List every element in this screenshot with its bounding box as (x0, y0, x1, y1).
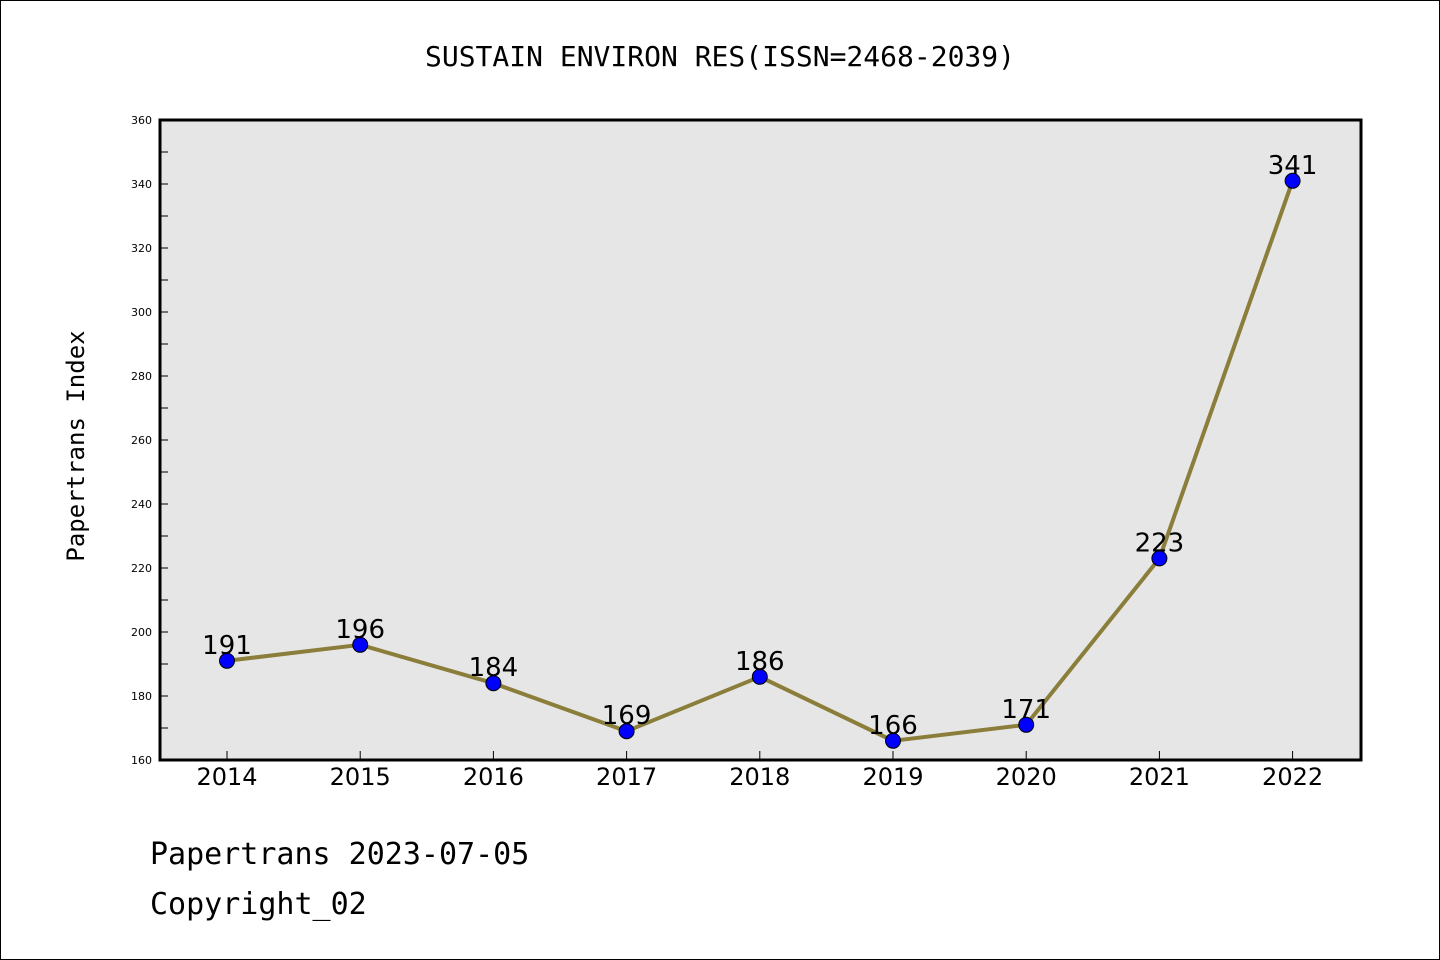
x-tick-label: 2020 (996, 763, 1057, 791)
y-tick-label: 160 (131, 754, 152, 767)
x-tick-label: 2017 (596, 763, 657, 791)
y-tick-label: 360 (131, 114, 152, 127)
x-tick-label: 2018 (729, 763, 790, 791)
y-tick-label: 240 (131, 498, 152, 511)
data-label: 191 (202, 631, 252, 661)
x-tick-label: 2015 (330, 763, 391, 791)
chart-title: SUSTAIN ENVIRON RES(ISSN=2468-2039) (425, 40, 1015, 73)
y-tick-label: 280 (131, 370, 152, 383)
data-point (885, 732, 901, 749)
data-label: 166 (868, 711, 918, 741)
x-tick-label: 2016 (463, 763, 524, 791)
x-tick-label: 2014 (196, 763, 257, 791)
y-tick-label: 300 (131, 306, 152, 319)
footer-copyright: Copyright_02 (150, 887, 367, 922)
plot-area (158, 118, 1363, 762)
y-axis-ticks: 160 180 200 220 240 260 280 300 320 340 360 (131, 114, 168, 767)
data-labels: 191 196 184 169 186 166 171 223 341 (202, 151, 1317, 741)
y-tick-label: 200 (131, 626, 152, 639)
data-label: 169 (602, 701, 652, 731)
y-tick-label: 320 (131, 242, 152, 255)
data-label: 196 (335, 615, 385, 645)
y-tick-label: 260 (131, 434, 152, 447)
data-label: 186 (735, 647, 785, 677)
series-markers (219, 172, 1301, 749)
x-tick-label: 2022 (1262, 763, 1323, 791)
x-tick-label: 2019 (862, 763, 923, 791)
x-tick-label: 2021 (1129, 763, 1190, 791)
data-label: 184 (469, 653, 519, 683)
footer-date: Papertrans 2023-07-05 (150, 837, 529, 872)
data-point (219, 652, 235, 669)
data-label: 171 (1001, 695, 1051, 725)
data-point (1018, 716, 1035, 733)
y-tick-label: 220 (131, 562, 152, 575)
y-tick-label: 180 (131, 690, 152, 703)
data-label: 223 (1135, 528, 1185, 558)
data-point (485, 675, 502, 692)
data-point (1284, 172, 1301, 189)
data-point (751, 668, 768, 685)
data-label: 341 (1268, 151, 1318, 181)
data-point (618, 723, 635, 740)
data-point (1151, 550, 1168, 567)
y-tick-label: 340 (131, 178, 152, 191)
y-axis-label: Papertrans Index (62, 330, 90, 561)
x-axis-ticks: 2014 2015 2016 2017 2018 2019 2020 2021 2022 (196, 751, 1323, 791)
data-point (352, 636, 369, 653)
